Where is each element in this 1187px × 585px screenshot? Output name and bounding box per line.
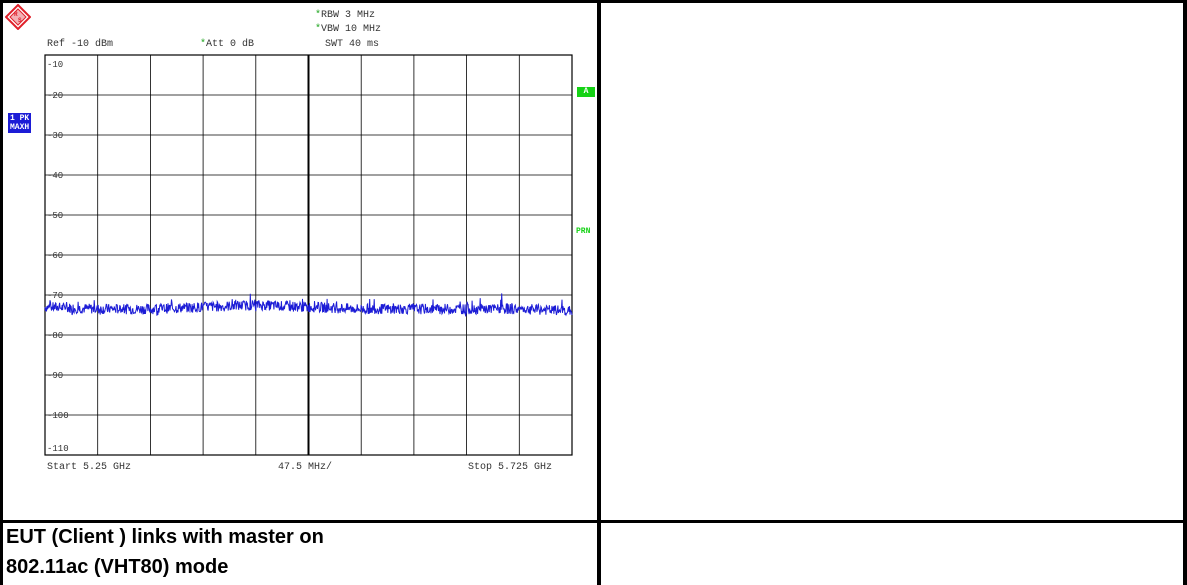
y-tick-label: -110 bbox=[47, 444, 69, 454]
caption-line-2: 802.11ac (VHT80) mode bbox=[6, 556, 229, 578]
y-tick-label: -30 bbox=[47, 131, 63, 141]
y-tick-label: -40 bbox=[47, 171, 63, 181]
svg-text:R: R bbox=[14, 11, 18, 18]
y-tick-label: -100 bbox=[47, 411, 69, 421]
x-start-label: Start 5.25 GHz bbox=[47, 462, 132, 473]
brand-logo-icon: R S bbox=[5, 4, 31, 30]
trace-mode-badge: 1 PK MAXH bbox=[8, 113, 32, 133]
reference-level: Ref -10 dBm bbox=[47, 39, 114, 50]
right-top-cell bbox=[601, 3, 1183, 520]
y-tick-label: -10 bbox=[47, 60, 63, 70]
y-tick-label: -70 bbox=[47, 291, 63, 301]
plot-cell bbox=[3, 3, 597, 520]
vbw-setting: *VBW 10 MHz bbox=[315, 24, 382, 35]
rbw-setting: *RBW 3 MHz bbox=[315, 10, 376, 21]
y-tick-label: -20 bbox=[47, 91, 63, 101]
y-tick-label: -90 bbox=[47, 371, 63, 381]
right-bottom-cell bbox=[601, 523, 1183, 585]
marker-badge: A bbox=[577, 87, 595, 97]
measurement-caption: EUT (Client ) links with master on 802.1… bbox=[6, 522, 591, 582]
svg-text:S: S bbox=[18, 17, 22, 24]
x-stop-label: Stop 5.725 GHz bbox=[468, 462, 553, 473]
caption-cell bbox=[3, 523, 597, 585]
prn-label: PRN bbox=[576, 227, 591, 236]
trace-line bbox=[44, 293, 573, 317]
spectrum-chart: -10 -20 -30 -40 -50 -60 -70 -80 -90 -100 -110 bbox=[44, 54, 573, 456]
x-division-label: 47.5 MHz/ bbox=[278, 462, 333, 473]
caption-line-1: EUT (Client ) links with master on bbox=[6, 526, 324, 548]
y-tick-label: -80 bbox=[47, 331, 63, 341]
y-tick-label: -50 bbox=[47, 211, 63, 221]
sweep-time: SWT 40 ms bbox=[325, 39, 380, 50]
y-tick-label: -60 bbox=[47, 251, 63, 261]
attenuation-setting: *Att 0 dB bbox=[200, 39, 255, 50]
